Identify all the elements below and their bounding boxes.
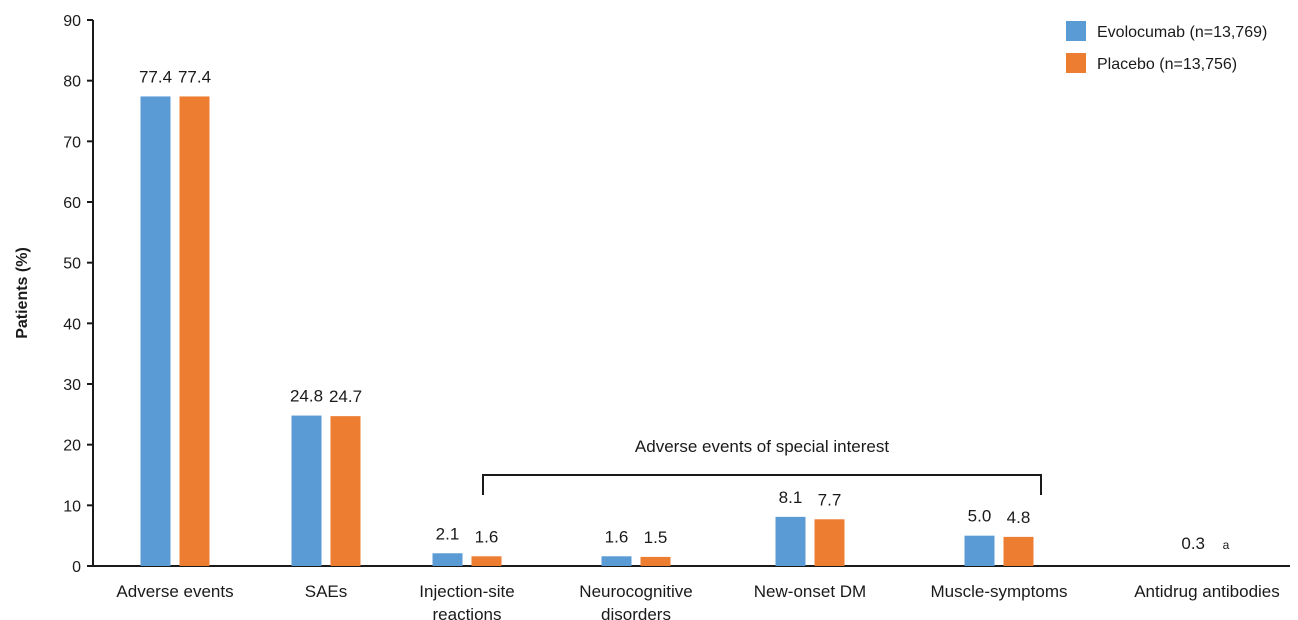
x-tick-label: New-onset DM — [754, 582, 866, 601]
x-tick-label: reactions — [433, 605, 502, 620]
y-tick-label: 70 — [63, 134, 81, 151]
data-label: 7.7 — [818, 490, 842, 509]
bracket-line — [483, 475, 1041, 495]
bar — [292, 416, 322, 566]
y-tick-label: 0 — [72, 559, 81, 576]
x-tick-label: Adverse events — [116, 582, 233, 601]
bar — [331, 416, 361, 566]
legend-swatch — [1066, 21, 1086, 41]
data-label: 8.1 — [779, 488, 803, 507]
footnote-marker: a — [1223, 538, 1230, 552]
data-label: 77.4 — [139, 67, 172, 86]
x-tick-label: disorders — [601, 605, 671, 620]
axes: 0 10 20 30 40 50 60 70 80 90 — [63, 13, 1290, 576]
y-tick-label: 20 — [63, 438, 81, 455]
x-tick-label: SAEs — [305, 582, 348, 601]
data-label: 1.6 — [605, 527, 629, 546]
y-axis-title: Patients (%) — [14, 247, 31, 339]
data-label: 77.4 — [178, 67, 211, 86]
y-tick-label: 50 — [63, 256, 81, 273]
data-label: 5.0 — [968, 507, 992, 526]
bar — [641, 557, 671, 566]
bar — [1004, 537, 1034, 566]
bars — [141, 96, 1034, 566]
x-tick-label: Neurocognitive — [579, 582, 692, 601]
y-tick-label: 60 — [63, 195, 81, 212]
y-tick-label: 40 — [63, 316, 81, 333]
data-label: 4.8 — [1007, 508, 1031, 527]
bar — [433, 553, 463, 566]
x-tick-label: Muscle-symptoms — [931, 582, 1068, 601]
legend-swatch — [1066, 53, 1086, 73]
category-labels: Adverse events SAEs Injection-site reaction… — [116, 582, 1279, 620]
y-tick-label: 90 — [63, 13, 81, 30]
data-label: 0.3 — [1181, 534, 1205, 553]
data-label: 1.5 — [644, 528, 668, 547]
x-tick-label: Injection-site — [419, 582, 514, 601]
special-interest-bracket: Adverse events of special interest — [483, 437, 1041, 495]
legend-label: Placebo (n=13,756) — [1097, 56, 1237, 73]
y-tick-label: 10 — [63, 498, 81, 515]
x-tick-label: Antidrug antibodies — [1134, 582, 1280, 601]
bar — [141, 96, 171, 566]
bar — [472, 556, 502, 566]
data-label: 2.1 — [436, 524, 460, 543]
bar — [815, 519, 845, 566]
y-tick-label: 80 — [63, 74, 81, 91]
y-tick-label: 30 — [63, 377, 81, 394]
data-label: 24.7 — [329, 387, 362, 406]
bar — [965, 536, 995, 566]
bar — [180, 96, 210, 566]
special-interest-label: Adverse events of special interest — [635, 437, 889, 456]
legend-label: Evolocumab (n=13,769) — [1097, 24, 1267, 41]
data-label: 1.6 — [475, 527, 499, 546]
bar — [602, 556, 632, 566]
data-label: 24.8 — [290, 387, 323, 406]
bar — [776, 517, 806, 566]
legend: Evolocumab (n=13,769) Placebo (n=13,756) — [1066, 21, 1267, 73]
